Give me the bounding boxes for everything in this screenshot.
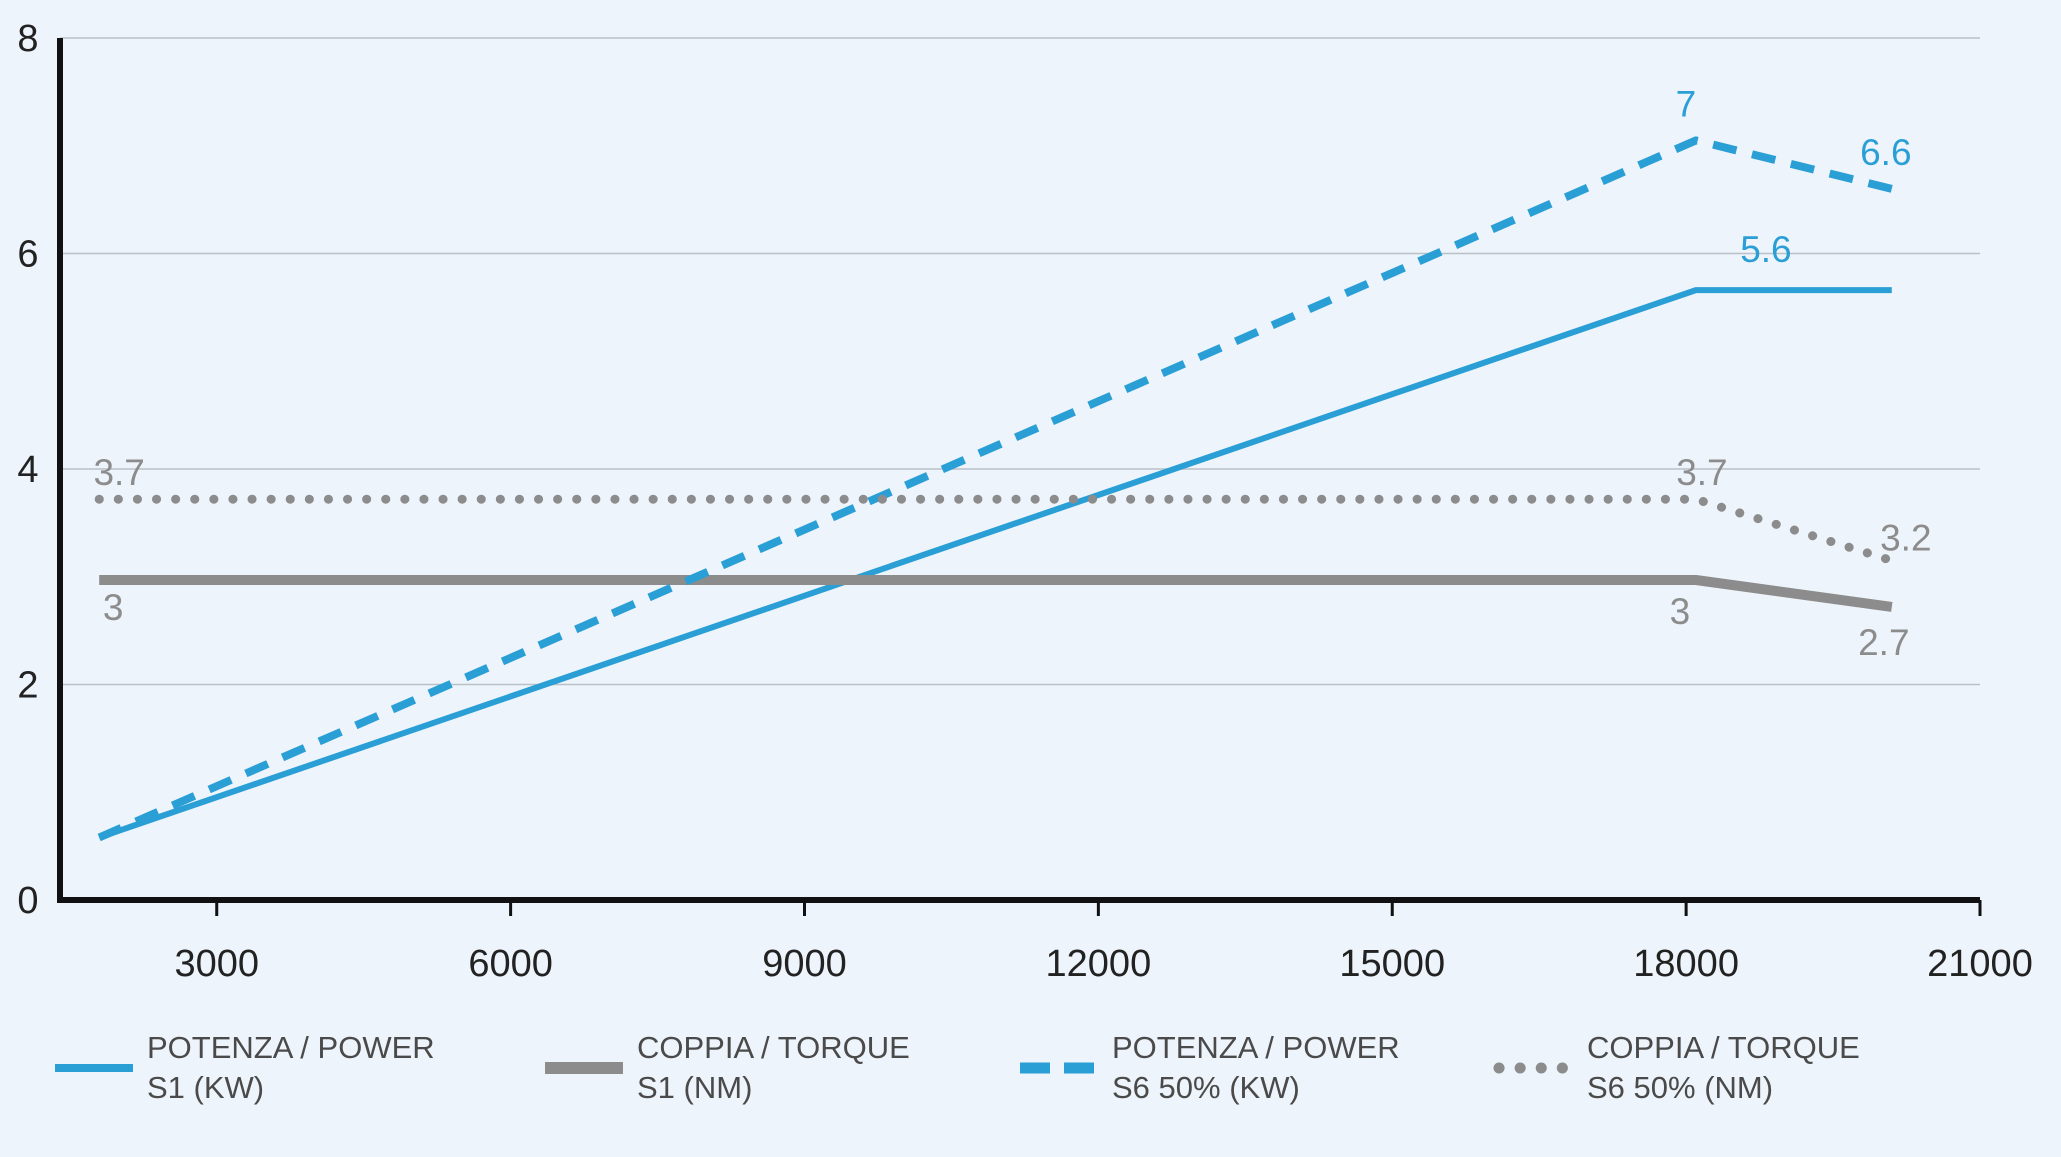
x-tick-label: 12000	[1046, 943, 1152, 985]
x-tick-label: 21000	[1927, 943, 2033, 985]
legend-label: COPPIA / TORQUE	[637, 1030, 910, 1065]
x-tick-label: 15000	[1339, 943, 1445, 985]
x-tick-label: 18000	[1633, 943, 1739, 985]
series-line-3	[97, 136, 1893, 842]
data-label: 5.6	[1740, 229, 1791, 270]
legend-label: S1 (KW)	[147, 1070, 264, 1105]
axes: 0 2 4 6 8 3000 6000 9000 12000 15000 18000 21000	[17, 18, 2032, 985]
series-line-4	[94, 494, 1897, 566]
y-tick-label: 6	[17, 234, 38, 276]
x-tick-label: 3000	[174, 943, 259, 985]
y-tick-label: 2	[17, 665, 38, 707]
data-label: 3.7	[93, 452, 144, 493]
legend-label: POTENZA / POWER	[1112, 1030, 1400, 1065]
y-tick-label: 4	[17, 449, 38, 491]
series-line-1	[98, 287, 1892, 841]
legend: POTENZA / POWER S1 (KW) COPPIA / TORQUE S1 …	[55, 1030, 1860, 1105]
series-lines	[94, 136, 1897, 842]
data-label: 2.7	[1858, 622, 1909, 663]
legend-label: COPPIA / TORQUE	[1587, 1030, 1860, 1065]
legend-label: S6 50% (NM)	[1587, 1070, 1773, 1105]
data-label: 7	[1676, 83, 1697, 124]
data-labels: 5.6 3 3 2.7 7 6.6 3.7 3.7 3.2	[93, 83, 1931, 663]
x-tick-label: 6000	[468, 943, 553, 985]
y-tick-label: 8	[17, 18, 38, 60]
data-label: 6.6	[1860, 132, 1911, 173]
x-tick-label: 9000	[762, 943, 847, 985]
legend-label: S6 50% (KW)	[1112, 1070, 1300, 1105]
data-label: 3.2	[1880, 518, 1931, 559]
legend-label: POTENZA / POWER	[147, 1030, 435, 1065]
data-label: 3.7	[1676, 452, 1727, 493]
legend-label: S1 (NM)	[637, 1070, 752, 1105]
data-label: 3	[103, 587, 124, 628]
data-label: 3	[1670, 591, 1691, 632]
y-tick-label: 0	[17, 880, 38, 922]
gridlines	[60, 37, 1980, 686]
series-line-2	[99, 575, 1893, 612]
